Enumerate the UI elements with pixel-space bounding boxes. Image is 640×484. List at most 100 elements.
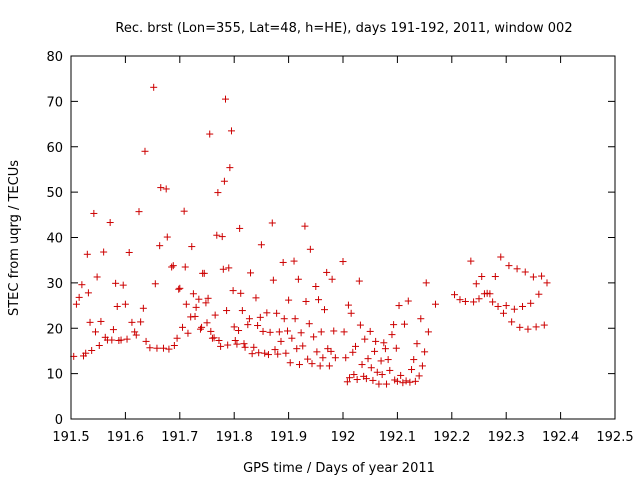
data-point — [165, 345, 173, 353]
y-tick-label: 10 — [46, 368, 63, 383]
data-point — [213, 231, 221, 239]
data-points — [70, 83, 551, 388]
data-point — [290, 257, 298, 265]
data-point — [356, 321, 364, 329]
data-point — [327, 347, 335, 355]
data-point — [250, 343, 258, 351]
data-point — [393, 377, 401, 385]
data-point — [491, 273, 499, 281]
data-point — [378, 371, 386, 379]
data-point — [100, 248, 108, 256]
data-point — [411, 377, 419, 385]
data-point — [342, 354, 350, 362]
data-point — [486, 290, 494, 298]
data-point — [489, 298, 497, 306]
data-point — [282, 349, 290, 357]
data-point — [169, 262, 177, 270]
data-point — [510, 305, 518, 313]
data-point — [181, 263, 189, 271]
data-point — [139, 304, 147, 312]
data-point — [381, 345, 389, 353]
data-point — [162, 185, 170, 193]
data-point — [346, 374, 354, 382]
data-point — [123, 335, 131, 343]
data-point — [543, 279, 551, 287]
data-point — [521, 268, 529, 276]
data-point — [369, 376, 377, 384]
data-point — [214, 189, 222, 197]
data-point — [325, 362, 333, 370]
data-point — [218, 233, 226, 241]
data-point — [75, 293, 83, 301]
data-point — [275, 328, 283, 336]
data-point — [312, 283, 320, 291]
data-point — [527, 299, 535, 307]
data-point — [347, 309, 355, 317]
data-point — [331, 354, 339, 362]
data-point — [505, 262, 513, 270]
data-point — [519, 302, 527, 310]
data-point — [295, 361, 303, 369]
data-point — [83, 250, 91, 258]
data-point — [210, 334, 218, 342]
data-point — [117, 336, 125, 344]
data-point — [456, 296, 464, 304]
data-point — [377, 357, 385, 365]
data-point — [372, 337, 380, 345]
data-point — [431, 300, 439, 308]
data-point — [380, 339, 388, 347]
data-point — [371, 347, 379, 355]
data-point — [180, 207, 188, 215]
data-point — [90, 209, 98, 217]
data-point — [406, 378, 414, 386]
data-point — [168, 263, 176, 271]
data-point — [472, 280, 480, 288]
data-point — [227, 127, 235, 135]
y-tick-label: 80 — [46, 50, 63, 65]
data-point — [217, 342, 225, 350]
data-point — [349, 348, 357, 356]
data-point — [513, 265, 521, 273]
data-point — [191, 312, 199, 320]
data-point — [84, 289, 92, 297]
data-point — [293, 345, 301, 353]
data-point — [113, 302, 121, 310]
data-point — [106, 219, 114, 227]
data-point — [395, 302, 403, 310]
data-point — [461, 297, 469, 305]
data-point — [163, 233, 171, 241]
data-point — [339, 258, 347, 266]
x-tick-label: 191.6 — [107, 430, 144, 445]
data-point — [78, 281, 86, 289]
data-point — [192, 303, 200, 311]
data-point — [392, 344, 400, 352]
data-point — [182, 300, 190, 308]
data-point — [358, 361, 366, 369]
data-point — [238, 307, 246, 315]
data-point — [179, 323, 187, 331]
plot-frame — [70, 55, 616, 420]
data-point — [538, 272, 546, 280]
data-point — [540, 321, 548, 329]
data-point — [82, 349, 90, 357]
x-axis-label: GPS time / Days of year 2011 — [243, 461, 435, 476]
data-point — [146, 344, 154, 352]
data-point — [157, 184, 165, 192]
data-point — [196, 325, 204, 333]
data-point — [170, 341, 178, 349]
data-point — [340, 328, 348, 336]
data-point — [535, 290, 543, 298]
x-tick-label: 191.9 — [270, 430, 307, 445]
data-point — [263, 309, 271, 317]
data-point — [390, 321, 398, 329]
data-point — [286, 359, 294, 367]
data-point — [475, 295, 483, 303]
y-tick-label: 40 — [46, 232, 63, 247]
data-point — [175, 285, 183, 293]
data-point — [215, 337, 223, 345]
data-point — [383, 380, 391, 388]
data-point — [125, 248, 133, 256]
data-point — [188, 243, 196, 251]
data-point — [206, 130, 214, 138]
data-point — [497, 253, 505, 261]
